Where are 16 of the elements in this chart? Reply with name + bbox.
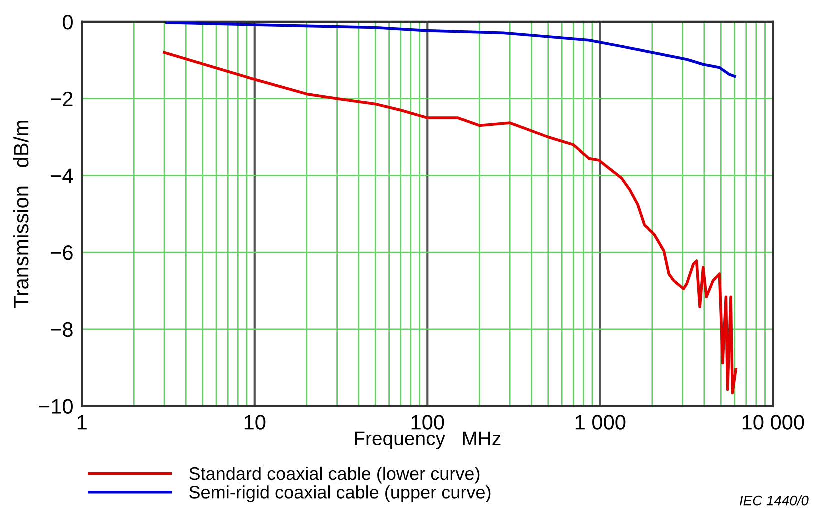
y-tick-label: −2	[51, 92, 73, 106]
legend-label: Standard coaxial cable (lower curve)	[190, 466, 480, 484]
x-tick-label: 1 000	[576, 415, 626, 430]
y-tick-label: −8	[51, 322, 73, 338]
text: IEC 1440/0	[740, 496, 809, 506]
x-axis-title: Frequency MHz	[355, 432, 501, 450]
y-axis-title: Transmission dB/m	[13, 120, 29, 308]
y-tick-label: 0	[63, 14, 73, 30]
x-tick-label: 10	[244, 415, 266, 430]
x-tick-label: 10 000	[742, 415, 804, 430]
y-tick-label: −10	[39, 399, 73, 414]
y-tick-label: −6	[51, 246, 73, 260]
x-tick-label: 100	[412, 415, 444, 430]
legend-label: Semi-rigid coaxial cable (upper curve)	[190, 486, 491, 502]
y-tick-label: −4	[51, 168, 74, 184]
x-tick-label: 1	[78, 415, 87, 430]
